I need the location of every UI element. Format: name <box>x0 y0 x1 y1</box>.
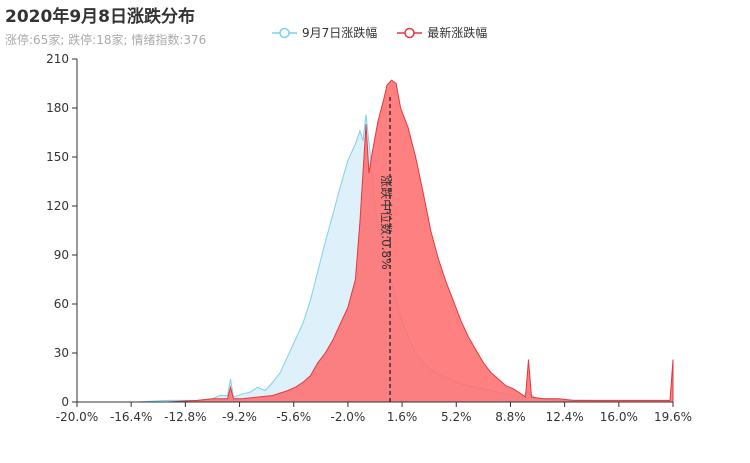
x-tick-label: 8.8% <box>495 410 526 424</box>
y-tick-label: 180 <box>46 101 69 115</box>
x-tick-label: 16.0% <box>600 410 638 424</box>
y-tick-label: 210 <box>46 52 69 66</box>
x-tick-label: 12.4% <box>546 410 584 424</box>
x-tick-label: -2.0% <box>330 410 365 424</box>
y-tick-label: 90 <box>54 248 69 262</box>
x-tick-label: -20.0% <box>56 410 98 424</box>
y-tick-label: 120 <box>46 199 69 213</box>
y-tick-label: 150 <box>46 150 69 164</box>
legend: 9月7日涨跌幅 最新涨跌幅 <box>272 24 487 41</box>
legend-item-sep7[interactable]: 9月7日涨跌幅 <box>272 24 377 41</box>
median-label: 涨跌中位数:0.8% <box>379 175 394 270</box>
chart-subtitle: 涨停:65家; 跌停:18家; 情绪指数:376 <box>5 33 207 47</box>
series-area-1 <box>77 79 674 403</box>
y-tick-label: 30 <box>54 346 69 360</box>
y-tick-label: 60 <box>54 297 69 311</box>
x-tick-label: -12.8% <box>164 410 206 424</box>
legend-line-circle-icon <box>397 27 423 38</box>
chart-title: 2020年9月8日涨跌分布 <box>5 7 195 27</box>
x-tick-label: 1.6% <box>387 410 418 424</box>
legend-item-latest[interactable]: 最新涨跌幅 <box>397 24 487 41</box>
x-tick-label: 5.2% <box>441 410 472 424</box>
x-tick-label: -9.2% <box>222 410 257 424</box>
x-tick-label: -5.6% <box>276 410 311 424</box>
legend-label-latest: 最新涨跌幅 <box>427 26 488 40</box>
x-tick-label: -16.4% <box>110 410 152 424</box>
legend-line-circle-icon <box>272 27 297 38</box>
x-tick-label: 19.6% <box>654 410 692 424</box>
legend-label-sep7: 9月7日涨跌幅 <box>302 26 378 40</box>
y-tick-label: 0 <box>61 395 69 409</box>
